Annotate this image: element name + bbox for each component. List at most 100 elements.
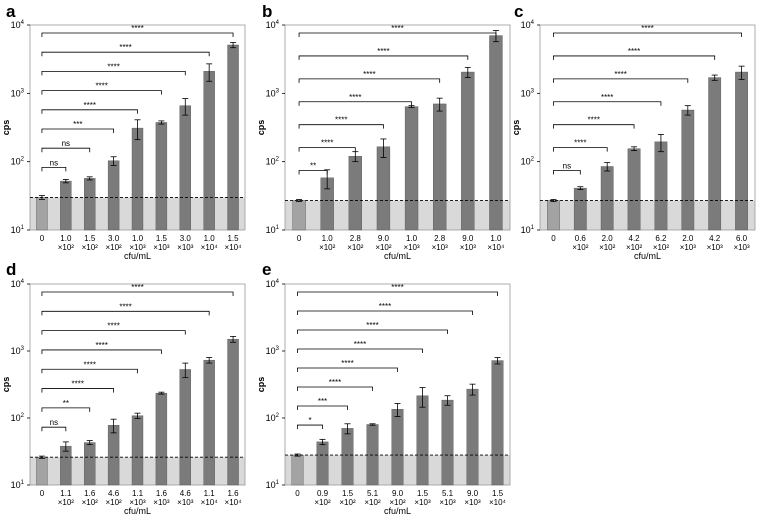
background-band [285,200,510,230]
y-tick-base: 10 [11,413,21,423]
significance-label: ** [310,162,316,171]
y-axis-label: cps [511,120,521,136]
x-tick-label: 1.0 [490,234,502,243]
significance-bracket [297,291,498,296]
significance-label: **** [107,322,119,331]
y-tick-label: 104 [266,20,280,30]
bar [491,360,504,486]
x-tick-label: 9.0 [467,489,479,498]
bar [60,445,72,486]
y-tick-base: 10 [266,20,276,30]
x-tick-label: ×10² [375,243,392,252]
y-tick-label: 101 [521,225,535,235]
significance-label: **** [391,24,403,33]
x-tick-label: 3.0 [108,234,120,243]
significance-label: **** [363,70,375,79]
significance-bracket [553,124,635,129]
x-tick-label: ×10² [105,243,122,252]
x-tick-label: ×10³ [129,243,146,252]
plot-frame [284,24,511,231]
x-tick-label: 2.0 [682,234,694,243]
bar [227,339,239,486]
bar [600,166,614,231]
bar [573,187,587,231]
x-tick-label: 9.0 [392,489,404,498]
bar [84,178,96,231]
panel-a: ansns***********************101102103104… [1,2,246,261]
y-tick-exponent: 4 [21,279,25,285]
significance-bracket [297,310,473,316]
x-tick-label: ×10³ [153,498,170,507]
y-tick-exponent: 4 [276,20,280,26]
y-tick-label: 101 [11,480,25,490]
significance-label: **** [95,341,107,350]
significance-bracket [41,388,115,393]
significance-bracket [298,55,469,60]
significance-bracket [298,101,412,106]
bar [341,428,354,486]
x-tick-label: 2.8 [350,234,362,243]
significance-bracket [41,291,234,296]
x-tick-label: 4.6 [180,489,192,498]
significance-label: **** [329,378,341,387]
significance-label: **** [83,101,95,110]
significance-label: *** [318,397,327,406]
y-tick-exponent: 3 [276,88,280,94]
significance-bracket [41,330,186,335]
x-tick-label: ×10⁴ [201,498,219,507]
y-tick-base: 10 [266,88,276,98]
y-tick-label: 104 [11,279,25,289]
bar [179,105,191,231]
significance-bracket [298,147,356,152]
x-tick-label: ×10³ [460,243,477,252]
significance-label: *** [73,120,82,129]
x-tick-label: 1.6 [156,489,168,498]
x-tick-label: 3.0 [180,234,192,243]
y-tick-label: 103 [521,88,535,98]
significance-bracket [297,405,348,411]
bar [376,146,391,231]
significance-bracket [41,90,162,95]
x-tick-label: 9.0 [378,234,390,243]
y-tick-exponent: 3 [276,346,280,352]
significance-label: **** [628,47,640,56]
bar [203,359,215,486]
panel-d: dns**************************10110210310… [1,260,246,516]
x-tick-label: ×10³ [403,243,420,252]
x-tick-label: ×10⁴ [225,243,243,252]
y-tick-label: 102 [521,157,535,167]
x-tick-label: ×10² [653,243,670,252]
significance-bracket [41,109,138,114]
x-tick-label: ×10² [319,243,336,252]
y-tick-base: 10 [11,88,21,98]
significance-label: **** [335,116,347,125]
significance-bracket [41,310,210,316]
x-tick-label: 1.5 [227,234,239,243]
x-axis-label: cfu/mL [384,251,411,261]
significance-bracket [41,128,115,133]
significance-label: **** [107,62,119,71]
x-tick-label: 0 [40,489,45,498]
significance-label: **** [588,116,600,125]
significance-label: **** [354,340,366,349]
x-tick-label: 1.1 [60,489,72,498]
significance-bracket [298,124,384,129]
x-axis-label: cfu/mL [384,506,411,516]
y-tick-label: 104 [266,279,280,289]
significance-label: ns [62,139,70,148]
y-tick-label: 103 [266,346,280,356]
x-tick-label: ×10² [82,498,99,507]
x-tick-label: ×10³ [432,243,449,252]
x-tick-label: ×10³ [177,498,194,507]
bar [466,388,479,486]
x-tick-label: 0.6 [575,234,587,243]
x-tick-label: ×10² [314,498,331,507]
y-tick-exponent: 2 [276,157,280,163]
x-tick-label: ×10² [599,243,616,252]
x-tick-label: 4.6 [108,489,120,498]
background-band [540,200,755,230]
y-tick-base: 10 [266,346,276,356]
significance-bracket [553,101,662,106]
bar [627,148,641,231]
significance-label: **** [391,283,403,292]
